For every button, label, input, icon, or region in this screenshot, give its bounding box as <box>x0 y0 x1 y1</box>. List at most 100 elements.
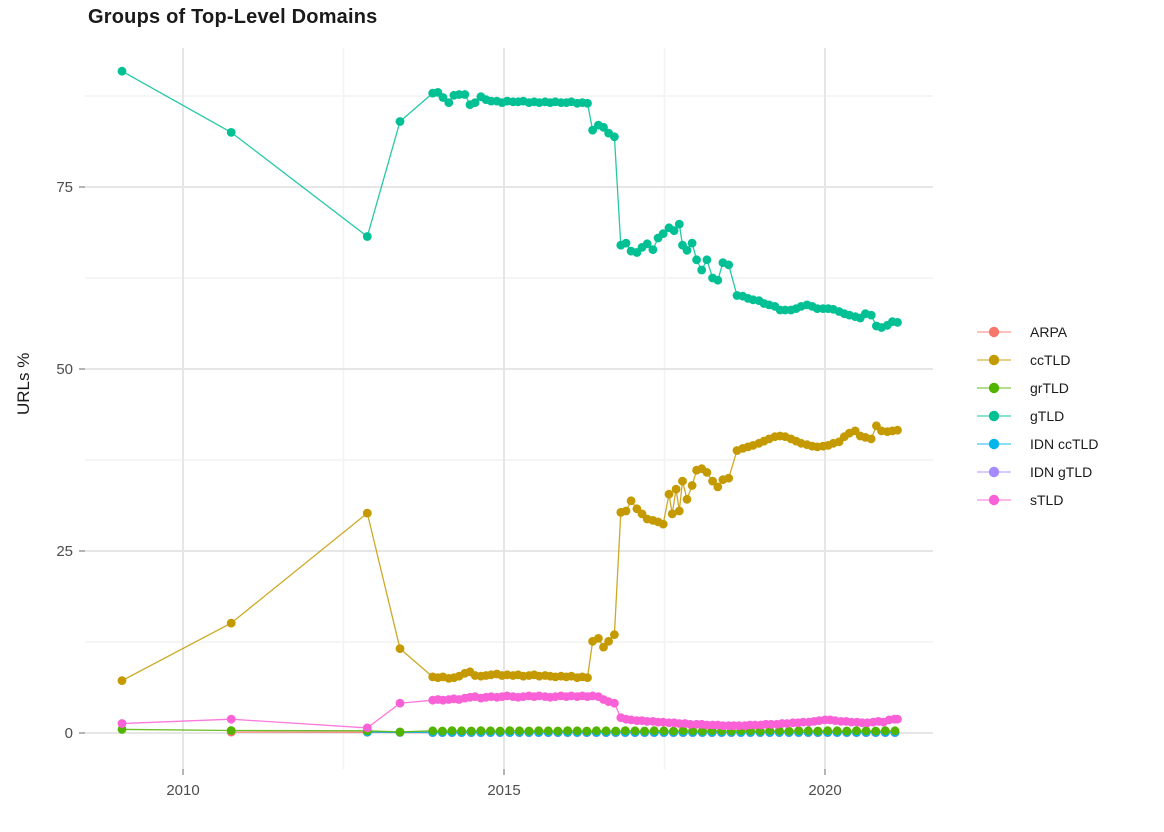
data-point-grtld <box>582 727 591 736</box>
data-point-grtld <box>814 727 823 736</box>
data-point-stld <box>610 699 619 708</box>
x-tick-label: 2015 <box>487 782 520 799</box>
data-point-gtld <box>396 117 405 126</box>
data-point-gtld <box>444 98 453 107</box>
legend-key-icon <box>976 323 1012 341</box>
data-point-grtld <box>515 726 524 735</box>
legend-item-cctld: ccTLD <box>976 346 1098 374</box>
data-point-grtld <box>621 726 630 735</box>
data-point-gtld <box>622 239 631 248</box>
data-point-cctld <box>227 619 236 628</box>
y-tick-label: 25 <box>56 543 73 560</box>
chart-title: Groups of Top-Level Domains <box>88 6 378 29</box>
legend-label: IDN gTLD <box>1030 464 1092 480</box>
legend-label: ccTLD <box>1030 352 1070 368</box>
data-point-grtld <box>602 726 611 735</box>
data-point-cctld <box>672 485 681 494</box>
legend-item-gtld: gTLD <box>976 402 1098 430</box>
data-point-stld <box>227 715 236 724</box>
data-point-grtld <box>785 727 794 736</box>
data-point-grtld <box>592 726 601 735</box>
data-point-cctld <box>665 490 674 499</box>
data-point-grtld <box>496 727 505 736</box>
legend-key-icon <box>976 491 1012 509</box>
series-line-gtld <box>122 71 898 327</box>
legend-key-icon <box>976 379 1012 397</box>
legend-key-icon <box>976 351 1012 369</box>
y-tick-label: 50 <box>56 361 73 378</box>
data-point-grtld <box>505 726 514 735</box>
legend-key-icon <box>976 407 1012 425</box>
data-point-gtld <box>583 99 592 108</box>
data-point-grtld <box>833 726 842 735</box>
data-point-cctld <box>622 507 631 516</box>
data-point-stld <box>118 719 127 728</box>
data-point-grtld <box>640 727 649 736</box>
data-point-cctld <box>678 477 687 486</box>
data-point-cctld <box>594 634 603 643</box>
data-point-grtld <box>650 726 659 735</box>
legend-key-icon <box>976 435 1012 453</box>
data-point-cctld <box>610 630 619 639</box>
data-point-gtld <box>649 245 658 254</box>
data-point-grtld <box>467 727 476 736</box>
data-point-gtld <box>675 220 684 229</box>
legend-item-stld: sTLD <box>976 486 1098 514</box>
data-point-grtld <box>611 727 620 736</box>
data-point-stld <box>893 715 902 724</box>
data-point-gtld <box>610 132 619 141</box>
data-point-cctld <box>363 509 372 518</box>
data-point-cctld <box>627 496 636 505</box>
data-point-gtld <box>724 261 733 270</box>
legend-item-idn-cctld: IDN ccTLD <box>976 430 1098 458</box>
data-point-grtld <box>891 726 900 735</box>
legend-item-grtld: grTLD <box>976 374 1098 402</box>
y-tick-label: 0 <box>65 725 73 742</box>
data-point-grtld <box>669 727 678 736</box>
data-point-gtld <box>703 255 712 264</box>
data-point-grtld <box>438 727 447 736</box>
data-point-cctld <box>713 483 722 492</box>
data-point-grtld <box>486 726 495 735</box>
data-point-gtld <box>683 246 692 255</box>
data-point-grtld <box>534 726 543 735</box>
data-point-grtld <box>457 726 466 735</box>
data-point-grtld <box>563 726 572 735</box>
data-point-grtld <box>525 727 534 736</box>
data-point-cctld <box>396 644 405 653</box>
data-point-cctld <box>703 468 712 477</box>
data-point-grtld <box>842 727 851 736</box>
data-point-grtld <box>544 726 553 735</box>
data-point-gtld <box>363 232 372 241</box>
data-point-cctld <box>583 673 592 682</box>
x-tick-label: 2020 <box>808 782 841 799</box>
legend-label: gTLD <box>1030 408 1064 424</box>
data-point-grtld <box>804 726 813 735</box>
data-point-grtld <box>428 726 437 735</box>
data-point-grtld <box>573 726 582 735</box>
data-point-grtld <box>852 726 861 735</box>
data-point-gtld <box>697 266 706 275</box>
legend-label: ARPA <box>1030 324 1067 340</box>
data-point-grtld <box>871 727 880 736</box>
data-point-cctld <box>893 426 902 435</box>
y-tick-label: 75 <box>56 179 73 196</box>
data-point-grtld <box>631 726 640 735</box>
data-point-gtld <box>713 276 722 285</box>
y-axis-title: URLs % <box>14 353 34 415</box>
data-point-grtld <box>448 726 457 735</box>
data-point-cctld <box>867 435 876 444</box>
data-point-grtld <box>862 726 871 735</box>
data-point-grtld <box>823 726 832 735</box>
legend-label: grTLD <box>1030 380 1069 396</box>
data-point-cctld <box>118 676 127 685</box>
data-point-cctld <box>675 507 684 516</box>
data-point-grtld <box>396 728 405 737</box>
data-point-grtld <box>794 726 803 735</box>
legend-item-arpa: ARPA <box>976 318 1098 346</box>
data-point-gtld <box>688 239 697 248</box>
legend-label: sTLD <box>1030 492 1063 508</box>
legend-key-icon <box>976 463 1012 481</box>
data-point-gtld <box>460 90 469 99</box>
data-point-stld <box>396 699 405 708</box>
